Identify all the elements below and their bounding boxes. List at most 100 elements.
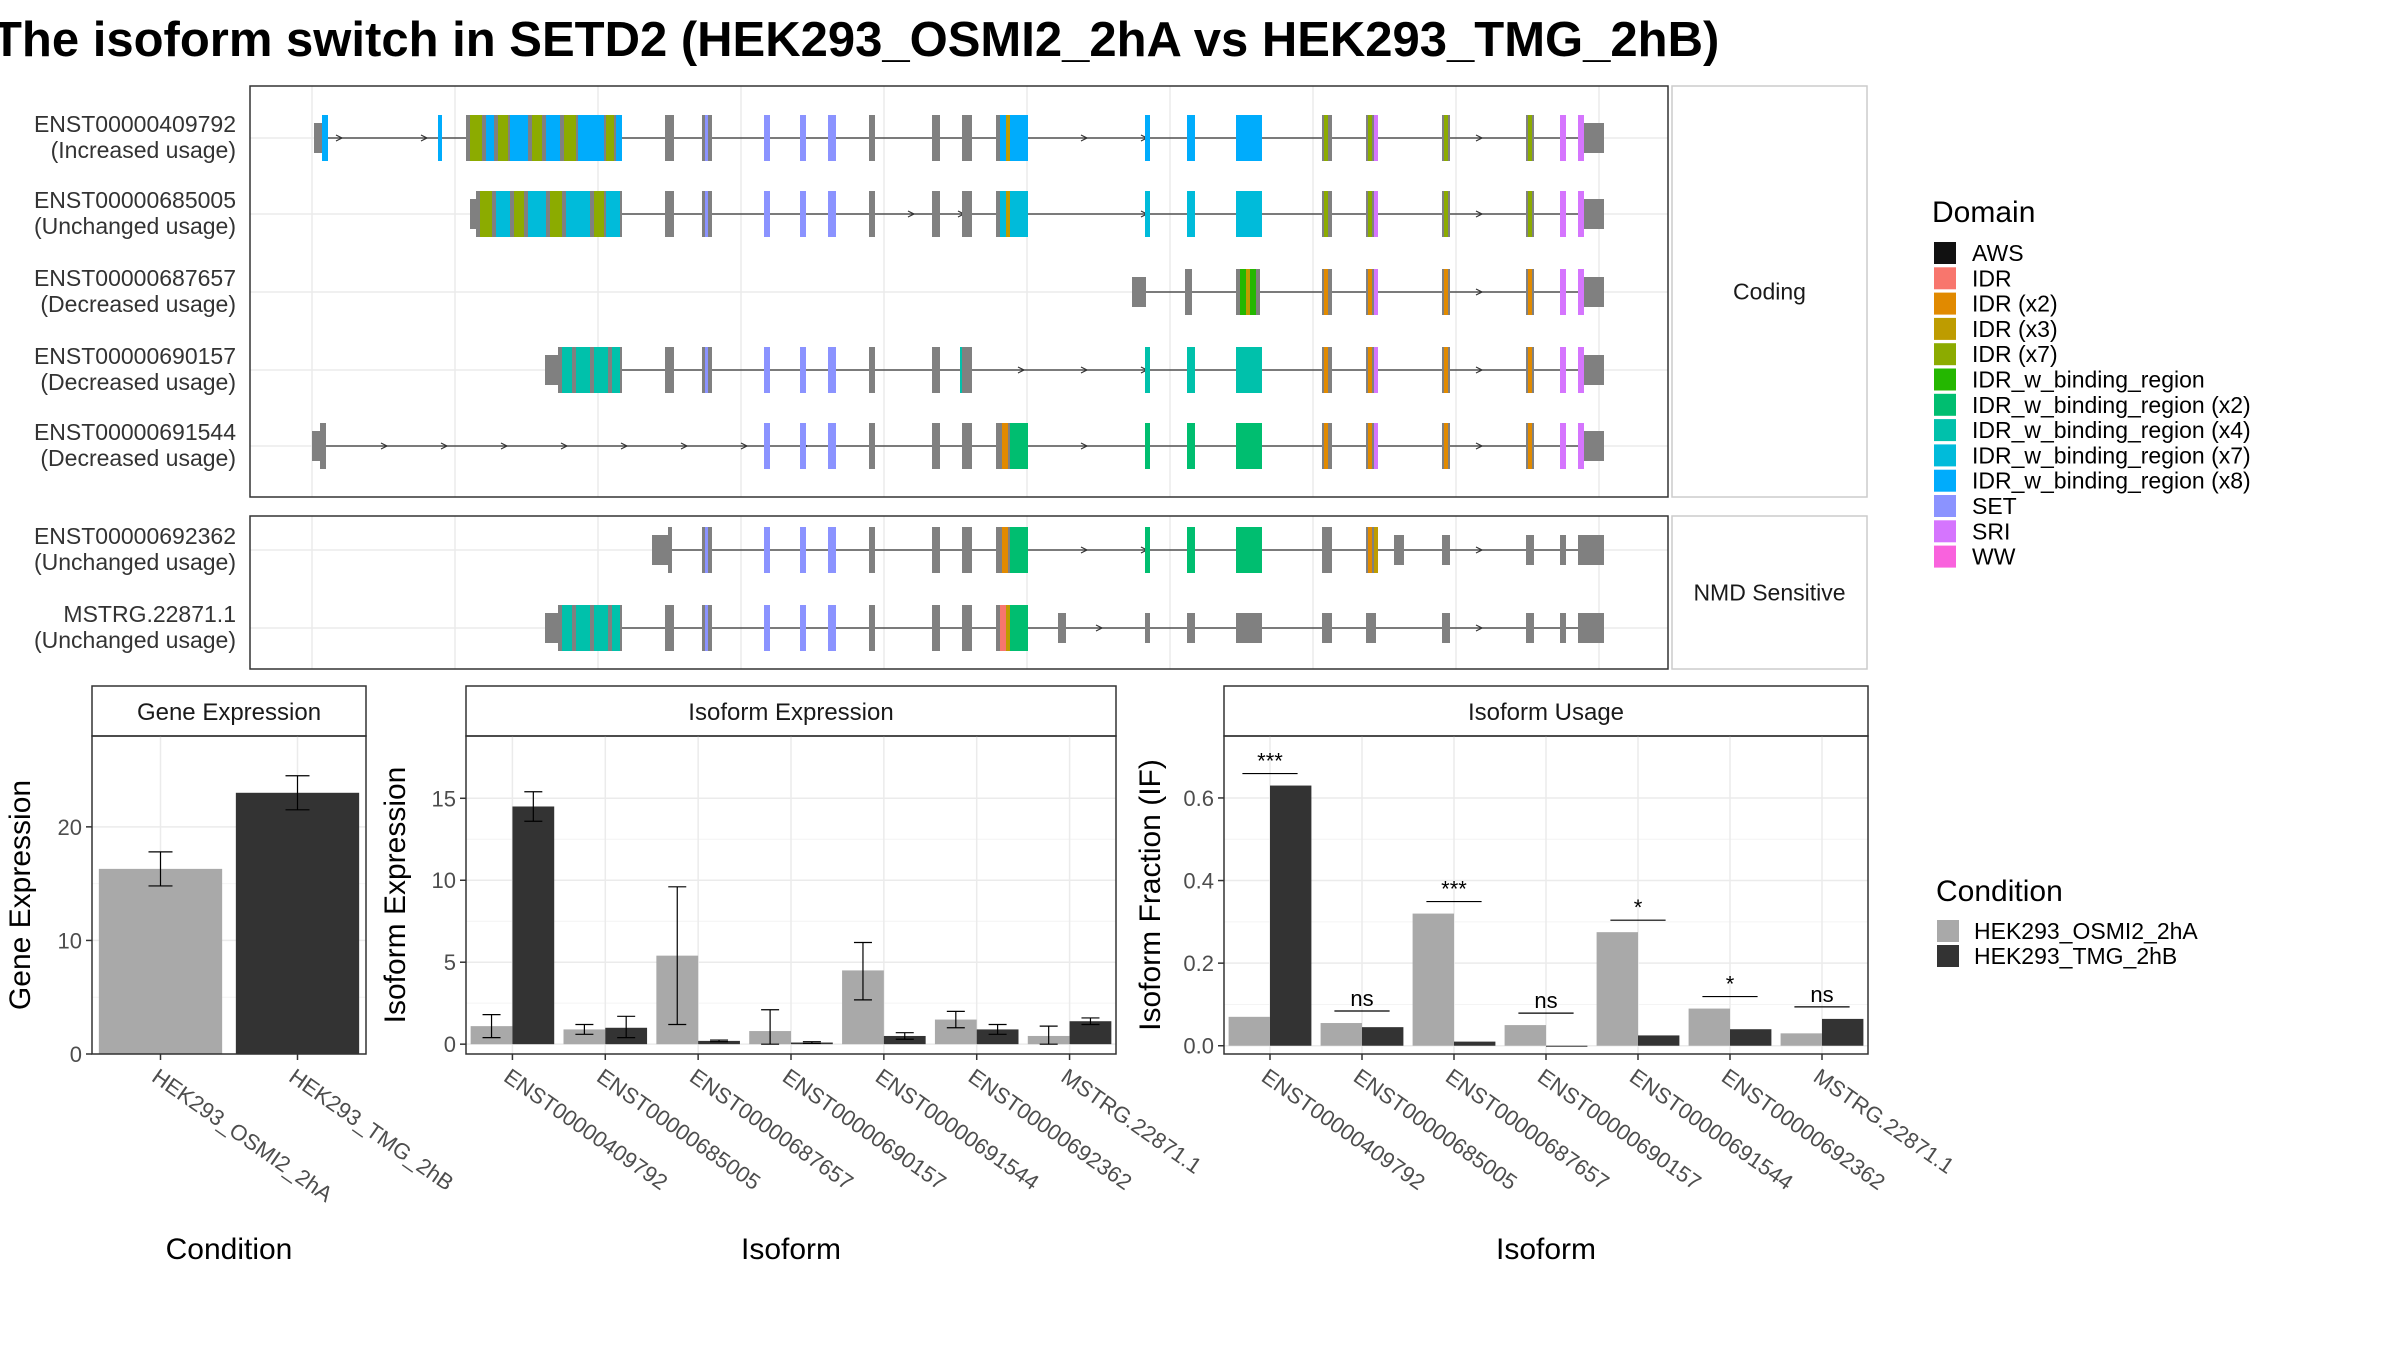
chart-border [1223, 735, 1869, 1055]
transcript-structure-plot: ENST00000409792(Increased usage)ENST0000… [34, 85, 1868, 670]
domain-block [1324, 423, 1328, 469]
domain-legend-label: IDR_w_binding_region (x8) [1972, 468, 2251, 494]
domain-block [480, 191, 492, 237]
bar [1780, 1033, 1822, 1046]
bar [1270, 785, 1312, 1046]
exon-block [869, 347, 875, 393]
y-tick-label: 15 [432, 786, 456, 811]
domain-block [1528, 191, 1532, 237]
domain-legend-item: IDR_w_binding_region (x8) [1934, 468, 2251, 494]
domain-block [1236, 527, 1262, 573]
panel-strip [1671, 515, 1868, 670]
exon-block [1584, 123, 1604, 153]
bar [235, 792, 360, 1054]
domain-block [594, 191, 604, 237]
strand-arrow [440, 442, 449, 450]
domain-block [1578, 115, 1584, 161]
strand-arrow [1080, 366, 1089, 374]
y-tick-label: 0.4 [1183, 869, 1214, 894]
domain-block [764, 191, 770, 237]
domain-block [1374, 115, 1378, 161]
y-axis-title: Isoform Expression [379, 767, 412, 1024]
domain-block [1002, 423, 1008, 469]
domain-block [1368, 347, 1372, 393]
strand-arrow [1475, 366, 1484, 374]
domain-block [800, 423, 806, 469]
domain-block [1145, 423, 1150, 469]
bar [1730, 1029, 1772, 1046]
domain-legend-item: AWS [1934, 240, 2024, 266]
domain-legend-label: IDR (x2) [1972, 291, 2058, 317]
domain-legend-item: IDR (x3) [1934, 316, 2058, 342]
exon-block [1584, 277, 1604, 307]
domain-block [1578, 191, 1584, 237]
domain-block [612, 605, 620, 651]
domain-block [1000, 115, 1006, 161]
domain-block [564, 115, 576, 161]
domain-block [1560, 423, 1566, 469]
y-tick-label: 0 [70, 1042, 82, 1067]
transcript-name: ENST00000409792 [34, 111, 236, 137]
domain-block [828, 423, 836, 469]
domain-block [828, 115, 836, 161]
domain-block [1000, 605, 1006, 651]
x-axis-title: Isoform [741, 1233, 841, 1266]
domain-legend-item: IDR [1934, 265, 2012, 291]
bar [1546, 1045, 1588, 1047]
domain-block [1444, 423, 1448, 469]
domain-block [1236, 347, 1262, 393]
bar [98, 868, 223, 1054]
condition-legend-swatch [1937, 920, 1959, 942]
domain-block [828, 191, 836, 237]
significance-label: ns [1810, 982, 1833, 1007]
domain-block [1246, 269, 1250, 315]
significance-label: *** [1257, 749, 1283, 774]
domain-block [1145, 191, 1150, 237]
exon-block [962, 115, 972, 161]
exon-block [869, 191, 875, 237]
exon-block [1322, 527, 1332, 573]
domain-block [1324, 115, 1328, 161]
transcript-usage: (Unchanged usage) [34, 549, 236, 575]
domain-block [1187, 527, 1195, 573]
domain-legend-item: WW [1934, 544, 2016, 570]
domain-block [496, 191, 510, 237]
domain-block [1578, 269, 1584, 315]
bar [563, 1029, 606, 1045]
domain-legend-swatch [1934, 343, 1956, 366]
transcript-row: ENST00000687657(Decreased usage) [34, 265, 1604, 317]
bar [976, 1029, 1019, 1045]
domain-legend-item: IDR_w_binding_region (x4) [1934, 417, 2251, 443]
bar [1069, 1021, 1112, 1045]
transcript-usage: (Unchanged usage) [34, 213, 236, 239]
domain-block [528, 191, 546, 237]
x-axis-title: Isoform [1496, 1233, 1596, 1266]
domain-legend-label: WW [1972, 544, 2016, 570]
exon-block [1526, 613, 1534, 643]
domain-block [1578, 423, 1584, 469]
domain-block [1560, 269, 1566, 315]
strand-arrow [740, 442, 749, 450]
transcript-row: ENST00000685005(Unchanged usage) [34, 187, 1604, 239]
exon-block [665, 191, 674, 237]
exon-block [962, 191, 972, 237]
chart-title: Isoform Usage [1468, 699, 1624, 726]
domain-block [1006, 191, 1010, 237]
domain-legend-label: IDR_w_binding_region (x7) [1972, 442, 2251, 468]
exon-block [1322, 613, 1332, 643]
strand-arrow [1080, 134, 1089, 142]
domain-legend-swatch [1934, 469, 1956, 492]
domain-block [1000, 191, 1006, 237]
transcript-name: ENST00000687657 [34, 265, 236, 291]
bar [1362, 1027, 1404, 1046]
domain-block [594, 605, 608, 651]
domain-legend-item: IDR_w_binding_region [1934, 367, 2205, 393]
domain-block [1368, 191, 1372, 237]
y-axis-title: Gene Expression [4, 780, 37, 1010]
domain-legend-swatch [1934, 292, 1956, 315]
bar [1454, 1041, 1496, 1046]
condition-legend-item: HEK293_TMG_2hB [1937, 943, 2177, 969]
exon-block [1145, 613, 1150, 643]
exon-block [962, 347, 972, 393]
domain-block [1324, 191, 1328, 237]
